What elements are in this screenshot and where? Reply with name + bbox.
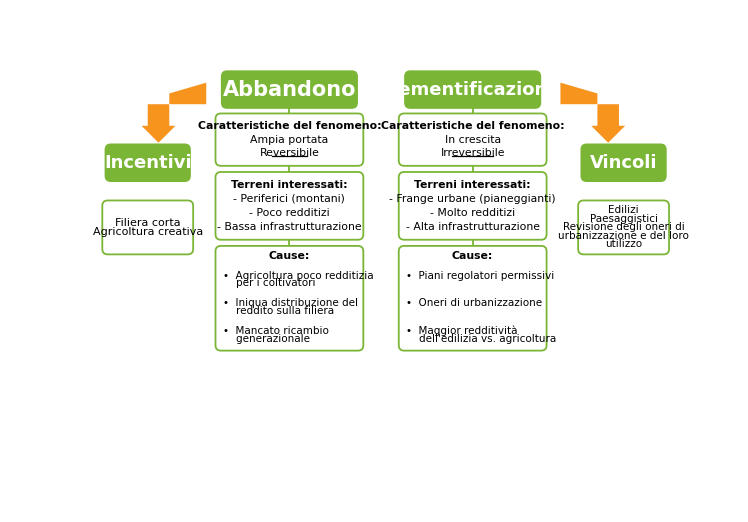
FancyBboxPatch shape xyxy=(578,200,669,254)
Text: Cause:: Cause: xyxy=(452,251,494,261)
Text: Agricoltura creativa: Agricoltura creativa xyxy=(93,227,203,237)
Text: Revisione degli oneri di: Revisione degli oneri di xyxy=(562,222,684,232)
FancyBboxPatch shape xyxy=(399,246,547,351)
FancyBboxPatch shape xyxy=(102,200,193,254)
Text: •  Iniqua distribuzione del: • Iniqua distribuzione del xyxy=(223,299,358,309)
Polygon shape xyxy=(560,82,625,143)
Text: - Molto redditizi: - Molto redditizi xyxy=(430,208,515,218)
FancyBboxPatch shape xyxy=(215,246,364,351)
Text: •  Mancato ricambio: • Mancato ricambio xyxy=(223,326,329,336)
Text: Caratteristiche del fenomeno:: Caratteristiche del fenomeno: xyxy=(197,121,381,132)
Text: In crescita: In crescita xyxy=(444,135,500,145)
FancyBboxPatch shape xyxy=(399,113,547,166)
Text: Vincoli: Vincoli xyxy=(590,154,657,172)
Text: •  Agricoltura poco redditizia: • Agricoltura poco redditizia xyxy=(223,271,374,281)
Text: Paesaggistici: Paesaggistici xyxy=(589,214,657,224)
Text: dell'edilizia vs. agricoltura: dell'edilizia vs. agricoltura xyxy=(406,334,557,343)
Text: Incentivi: Incentivi xyxy=(104,154,191,172)
Text: Filiera corta: Filiera corta xyxy=(115,218,180,228)
Text: - Poco redditizi: - Poco redditizi xyxy=(249,208,330,218)
Text: - Bassa infrastrutturazione: - Bassa infrastrutturazione xyxy=(217,222,362,232)
Text: •  Piani regolatori permissivi: • Piani regolatori permissivi xyxy=(406,271,555,281)
Text: Cause:: Cause: xyxy=(269,251,310,261)
Text: utilizzo: utilizzo xyxy=(605,240,642,250)
Text: Caratteristiche del fenomeno:: Caratteristiche del fenomeno: xyxy=(381,121,565,132)
Text: Reversibile: Reversibile xyxy=(260,148,319,158)
Text: per i coltivatori: per i coltivatori xyxy=(223,278,316,288)
Text: reddito sulla filiera: reddito sulla filiera xyxy=(223,306,334,316)
FancyBboxPatch shape xyxy=(399,172,547,240)
FancyBboxPatch shape xyxy=(105,144,191,182)
FancyBboxPatch shape xyxy=(215,113,364,166)
Text: Irreversibile: Irreversibile xyxy=(441,148,505,158)
Text: Terreni interessati:: Terreni interessati: xyxy=(414,180,531,190)
Text: •  Oneri di urbanizzazione: • Oneri di urbanizzazione xyxy=(406,299,542,309)
Text: Abbandono: Abbandono xyxy=(223,79,356,100)
FancyBboxPatch shape xyxy=(580,144,666,182)
FancyBboxPatch shape xyxy=(404,70,542,109)
FancyBboxPatch shape xyxy=(215,172,364,240)
Text: generazionale: generazionale xyxy=(223,334,310,343)
Text: Ampia portata: Ampia portata xyxy=(251,135,328,145)
Text: - Frange urbane (pianeggianti): - Frange urbane (pianeggianti) xyxy=(390,194,556,204)
Polygon shape xyxy=(141,82,206,143)
Text: •  Maggior redditività: • Maggior redditività xyxy=(406,326,518,337)
Text: Edilizi: Edilizi xyxy=(608,206,639,216)
FancyBboxPatch shape xyxy=(221,70,358,109)
Text: urbanizzazione e del loro: urbanizzazione e del loro xyxy=(558,231,689,241)
Text: Cementificazione: Cementificazione xyxy=(385,80,560,99)
Text: - Alta infrastrutturazione: - Alta infrastrutturazione xyxy=(405,222,539,232)
Text: Terreni interessati:: Terreni interessati: xyxy=(231,180,348,190)
Text: - Periferici (montani): - Periferici (montani) xyxy=(233,194,346,204)
